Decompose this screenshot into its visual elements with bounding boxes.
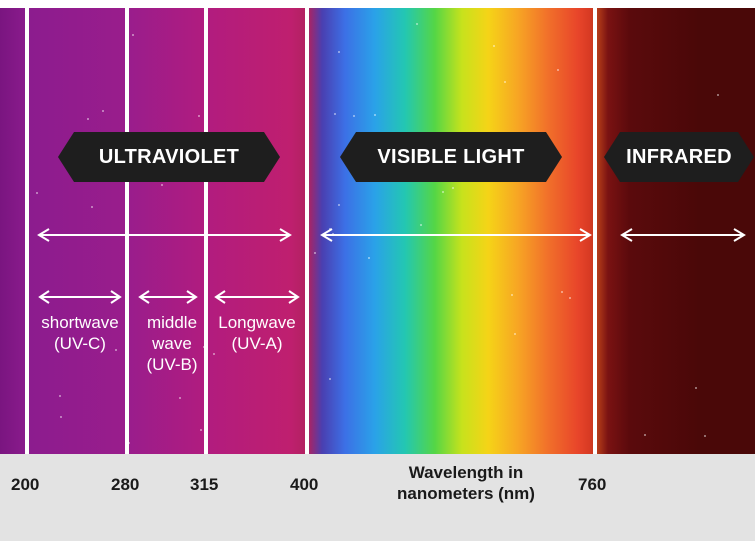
star-dot	[334, 113, 336, 115]
uvb-label-name-1: middle	[146, 313, 198, 332]
star-dot	[179, 397, 181, 399]
star-dot	[213, 353, 215, 355]
divider-760	[593, 8, 597, 454]
uvb-label: middle wave (UV-B)	[130, 312, 214, 375]
axis-title: Wavelength in nanometers (nm)	[376, 462, 556, 504]
star-dot	[368, 257, 370, 259]
star-dot	[132, 34, 134, 36]
star-dot	[374, 114, 376, 116]
star-dot	[695, 387, 697, 389]
tick-315: 315	[190, 475, 219, 494]
uvb-label-name-2: wave	[152, 334, 192, 353]
uvc-label-name: shortwave	[41, 313, 119, 332]
star-dot	[717, 94, 719, 96]
star-dot	[511, 294, 513, 296]
axis-title-line1: Wavelength in	[408, 463, 524, 482]
star-dot	[416, 23, 418, 25]
tick-200: 200	[11, 475, 40, 494]
star-dot	[442, 191, 444, 193]
star-dot	[557, 69, 559, 71]
uva-range-arrow	[214, 290, 300, 304]
divider-400	[305, 8, 309, 454]
tick-400: 400	[290, 475, 319, 494]
star-dot	[329, 228, 331, 230]
ultraviolet-range-arrow	[37, 228, 292, 242]
star-dot	[87, 118, 89, 120]
tick-760: 760	[578, 475, 607, 494]
star-dot	[314, 252, 316, 254]
uva-label-code: (UV-A)	[231, 334, 283, 353]
uvc-label: shortwave (UV-C)	[30, 312, 130, 354]
tick-280: 280	[111, 475, 140, 494]
uva-label-name: Longwave	[218, 313, 296, 332]
ultraviolet-banner: ULTRAVIOLET	[58, 132, 280, 182]
divider-315	[204, 8, 208, 454]
star-dot	[128, 442, 130, 444]
axis-title-line2: nanometers (nm)	[397, 484, 535, 503]
star-dot	[644, 434, 646, 436]
star-dot	[338, 204, 340, 206]
star-dot	[561, 291, 563, 293]
star-dot	[353, 115, 355, 117]
star-dot	[514, 333, 516, 335]
star-dot	[91, 206, 93, 208]
star-dot	[569, 297, 571, 299]
star-dot	[102, 110, 104, 112]
star-dot	[452, 187, 454, 189]
wavelength-axis	[0, 454, 755, 541]
visible-range-arrow	[320, 228, 592, 242]
infrared-range-arrow	[620, 228, 746, 242]
star-dot	[36, 192, 38, 194]
star-dot	[704, 435, 706, 437]
infrared-banner: INFRARED	[604, 132, 754, 182]
uvc-range-arrow	[38, 290, 122, 304]
star-dot	[493, 45, 495, 47]
star-dot	[329, 378, 331, 380]
star-dot	[115, 349, 117, 351]
uvb-label-code: (UV-B)	[146, 355, 198, 374]
star-dot	[161, 184, 163, 186]
star-dot	[338, 51, 340, 53]
star-dot	[60, 416, 62, 418]
star-dot	[59, 395, 61, 397]
star-dot	[200, 429, 202, 431]
uvb-range-arrow	[138, 290, 198, 304]
divider-200	[25, 8, 29, 454]
uvc-label-code: (UV-C)	[54, 334, 106, 353]
star-dot	[198, 115, 200, 117]
star-dot	[504, 81, 506, 83]
star-dot	[420, 224, 422, 226]
uva-label: Longwave (UV-A)	[208, 312, 306, 354]
visible-light-banner: VISIBLE LIGHT	[340, 132, 562, 182]
divider-280	[125, 8, 129, 454]
